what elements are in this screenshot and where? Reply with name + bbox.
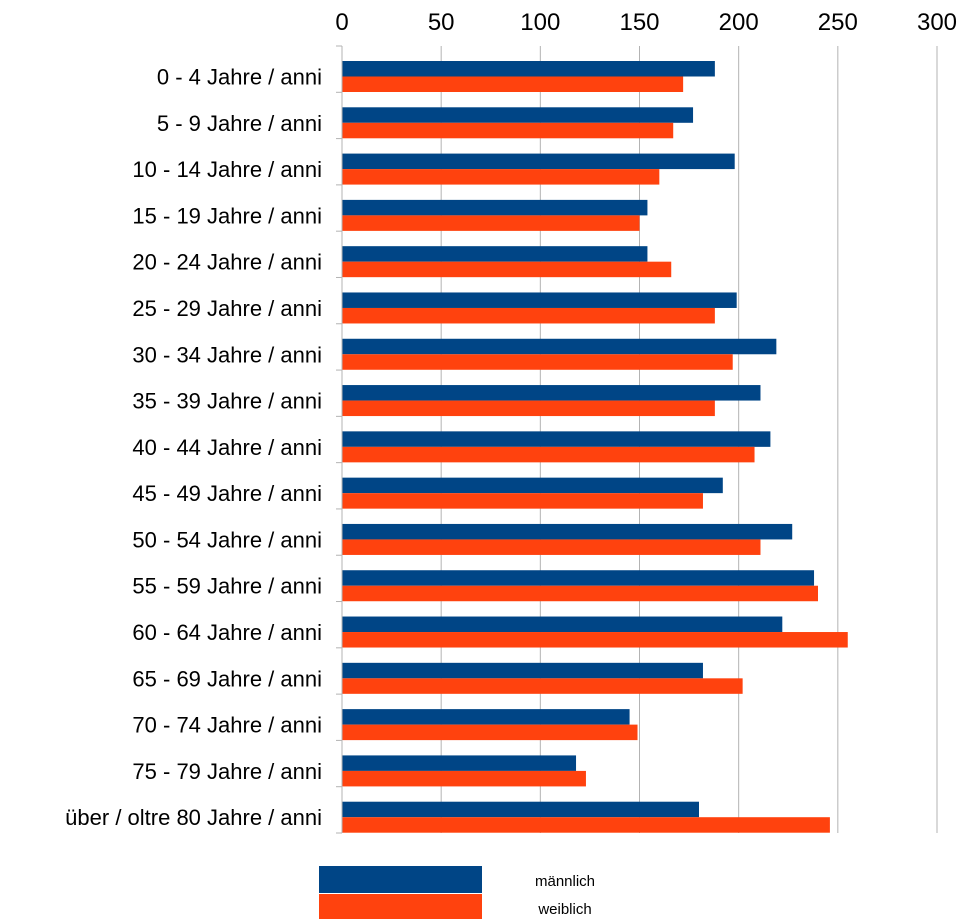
x-tick-label: 150	[619, 9, 659, 36]
bar-weiblich	[342, 261, 672, 278]
bar-weiblich	[342, 307, 715, 324]
bar-maennlich	[342, 292, 737, 308]
bar-weiblich	[342, 724, 638, 741]
bar-weiblich	[342, 770, 586, 787]
category-label: 0 - 4 Jahre / anni	[157, 65, 322, 90]
x-tick-label: 100	[520, 9, 560, 36]
bar-maennlich	[342, 153, 735, 170]
category-label: 75 - 79 Jahre / anni	[132, 759, 322, 784]
bar-maennlich	[342, 523, 793, 540]
bar-maennlich	[342, 709, 630, 725]
x-tick-label: 0	[335, 9, 348, 36]
category-label: 55 - 59 Jahre / anni	[132, 574, 322, 599]
category-label: 20 - 24 Jahre / anni	[132, 250, 322, 275]
category-label: 35 - 39 Jahre / anni	[132, 389, 322, 414]
bar-maennlich	[342, 570, 815, 586]
bar-maennlich	[342, 61, 715, 77]
category-label: 5 - 9 Jahre / anni	[157, 111, 322, 136]
legend-label: männlich	[535, 873, 595, 890]
legend-swatch	[319, 894, 482, 919]
bar-weiblich	[342, 678, 743, 694]
bar-weiblich	[342, 632, 848, 648]
bar-weiblich	[342, 122, 674, 139]
bar-weiblich	[342, 817, 830, 833]
bar-maennlich	[342, 616, 783, 633]
category-label: 40 - 44 Jahre / anni	[132, 435, 322, 460]
x-tick-label: 250	[818, 9, 858, 36]
x-tick-label: 50	[428, 9, 455, 36]
bar-maennlich	[342, 477, 723, 494]
bar-weiblich	[342, 76, 684, 92]
bar-maennlich	[342, 755, 577, 771]
bar-maennlich	[342, 801, 699, 818]
bar-weiblich	[342, 354, 733, 370]
category-label: 70 - 74 Jahre / anni	[132, 713, 322, 738]
bar-maennlich	[342, 246, 648, 262]
bar-weiblich	[342, 539, 761, 555]
category-label: über / oltre 80 Jahre / anni	[65, 805, 322, 830]
category-label: 65 - 69 Jahre / anni	[132, 666, 322, 691]
category-label: 60 - 64 Jahre / anni	[132, 620, 322, 645]
category-label: 25 - 29 Jahre / anni	[132, 296, 322, 321]
bar-maennlich	[342, 199, 648, 216]
x-tick-label: 200	[719, 9, 759, 36]
category-label: 30 - 34 Jahre / anni	[132, 342, 322, 367]
bar-weiblich	[342, 585, 818, 602]
bar-weiblich	[342, 493, 703, 509]
bar-weiblich	[342, 215, 640, 231]
legend-swatch	[319, 866, 482, 893]
category-label: 45 - 49 Jahre / anni	[132, 481, 322, 506]
category-label: 15 - 19 Jahre / anni	[132, 203, 322, 228]
bar-maennlich	[342, 338, 777, 355]
category-label: 50 - 54 Jahre / anni	[132, 527, 322, 552]
category-label: 10 - 14 Jahre / anni	[132, 157, 322, 182]
bar-weiblich	[342, 400, 715, 417]
bar-maennlich	[342, 431, 771, 447]
bar-weiblich	[342, 446, 755, 463]
x-tick-label: 300	[917, 9, 957, 36]
bar-weiblich	[342, 169, 660, 185]
bar-maennlich	[342, 107, 694, 123]
bar-maennlich	[342, 662, 703, 679]
bar-maennlich	[342, 385, 761, 401]
legend-label: weiblich	[537, 901, 591, 918]
